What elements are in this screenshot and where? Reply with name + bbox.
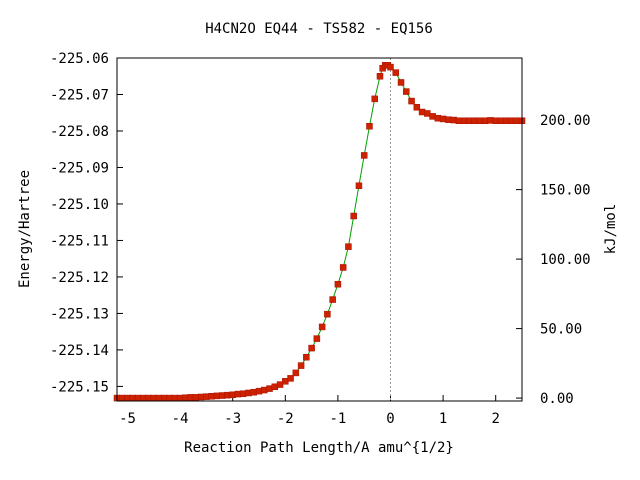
data-point — [334, 280, 342, 288]
y2-axis-label: kJ/mol — [603, 204, 619, 255]
data-point — [329, 296, 336, 303]
y-tick-label: -225.07 — [50, 87, 109, 103]
data-point — [371, 95, 378, 103]
chart-title: H4CN2O EQ44 - TS582 - EQ156 — [205, 21, 433, 37]
data-point — [297, 362, 305, 369]
data-point — [313, 335, 321, 342]
data-point — [345, 243, 352, 250]
data-point — [318, 323, 326, 331]
y2-tick-label: 0.00 — [540, 391, 574, 407]
data-point — [355, 182, 363, 189]
data-point — [292, 369, 300, 377]
y-axis-label: Energy/Hartree — [17, 170, 33, 288]
y-axis-ticks: -225.06 -225.07 -225.08 -225.09 -225.10 -225.… — [50, 51, 123, 395]
x-tick-label: -3 — [224, 411, 241, 427]
y-tick-label: -225.11 — [50, 233, 109, 249]
x-tick-label: 2 — [491, 411, 499, 427]
y2-tick-label: 50.00 — [540, 322, 582, 338]
y2-tick-label: 100.00 — [540, 252, 591, 268]
data-point — [339, 264, 347, 271]
x-tick-label: 1 — [439, 411, 447, 427]
y-tick-label: -225.09 — [50, 160, 109, 176]
data-point — [276, 381, 284, 388]
data-point — [397, 79, 405, 86]
x-axis-ticks: -5 -4 -3 -2 -1 0 1 2 — [119, 395, 500, 427]
data-point — [287, 375, 294, 382]
data-point — [324, 310, 331, 318]
series-points — [113, 62, 526, 402]
data-point — [387, 63, 394, 71]
series-line — [117, 64, 522, 399]
x-tick-label: -4 — [172, 411, 189, 427]
x-axis-label: Reaction Path Length/A amu^{1/2} — [184, 440, 454, 456]
y2-axis-ticks: 0.00 50.00 100.00 150.00 200.00 — [516, 113, 591, 407]
x-tick-label: -5 — [119, 411, 136, 427]
data-point — [350, 212, 357, 220]
y-tick-label: -225.10 — [50, 197, 109, 213]
y-tick-label: -225.14 — [50, 343, 109, 359]
y2-tick-label: 150.00 — [540, 183, 591, 199]
x-tick-label: -1 — [329, 411, 346, 427]
data-point — [303, 353, 310, 361]
data-point — [366, 122, 373, 130]
data-point — [308, 344, 315, 352]
data-point — [376, 72, 384, 80]
y-tick-label: -225.13 — [50, 306, 109, 322]
data-point — [403, 88, 410, 95]
x-tick-label: 0 — [386, 411, 394, 427]
y-tick-label: -225.06 — [50, 51, 109, 67]
plot-frame — [116, 57, 523, 402]
y-tick-label: -225.08 — [50, 124, 109, 140]
data-point — [360, 152, 368, 159]
data-point — [413, 104, 421, 111]
data-point — [392, 69, 400, 76]
y2-tick-label: 200.00 — [540, 113, 591, 129]
y-tick-label: -225.15 — [50, 379, 109, 395]
y-tick-label: -225.12 — [50, 270, 109, 286]
data-point — [408, 97, 415, 105]
x-tick-label: -2 — [277, 411, 294, 427]
